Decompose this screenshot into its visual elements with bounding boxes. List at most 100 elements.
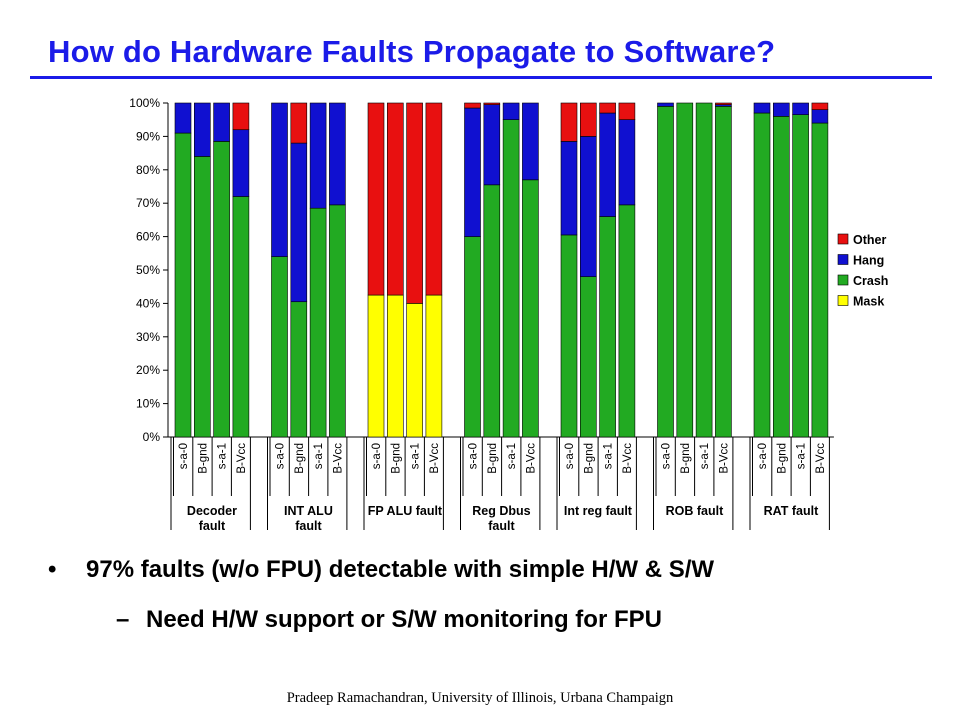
- bar-segment-crash: [502, 119, 520, 438]
- bar-segment-crash: [676, 102, 694, 438]
- bar-segment-crash: [232, 196, 250, 438]
- category-label: B-Vcc: [236, 443, 248, 474]
- legend-swatch-other: [837, 233, 849, 245]
- bar-segment-crash: [560, 234, 578, 438]
- bar-segment-other: [483, 102, 501, 105]
- bar-segment-crash: [329, 204, 346, 438]
- category-label: B-gnd: [776, 443, 788, 474]
- bullet-sub-text: Need H/W support or S/W monitoring for F…: [146, 606, 662, 633]
- bar-segment-other: [232, 102, 250, 131]
- category-label: s-a-1: [313, 443, 325, 469]
- bar-segment-hang: [174, 102, 192, 134]
- category-label: B-gnd: [583, 443, 595, 474]
- bar-segment-hang: [811, 109, 829, 124]
- bar-segment-crash: [483, 184, 501, 438]
- legend-label-other: Other: [853, 233, 886, 247]
- y-tick-label: 20%: [136, 363, 160, 377]
- bar-segment-crash: [695, 102, 713, 438]
- bar-segment-mask: [386, 294, 404, 438]
- category-label: B-Vcc: [525, 443, 537, 474]
- bar-segment-other: [579, 102, 597, 137]
- y-tick-label: 0%: [143, 430, 161, 444]
- bar-segment-hang: [579, 136, 597, 277]
- bar-segment-hang: [502, 102, 520, 121]
- bar-segment-hang: [194, 102, 211, 157]
- bullet-dash: –: [116, 606, 130, 633]
- bar-segment-crash: [522, 179, 539, 438]
- group-label: Reg Dbus: [472, 504, 530, 518]
- category-label: B-Vcc: [622, 443, 634, 474]
- bar-segment-hang: [753, 102, 771, 114]
- bar-segment-mask: [425, 294, 443, 438]
- bullet-main: • 97% faults (w/o FPU) detectable with si…: [48, 556, 714, 584]
- slide-title: How do Hardware Faults Propagate to Soft…: [48, 34, 776, 69]
- bar-segment-crash: [753, 112, 771, 438]
- group-label: ROB fault: [666, 504, 724, 518]
- bar-segment-crash: [271, 256, 288, 438]
- slide-footer: Pradeep Ramachandran, University of Illi…: [286, 690, 674, 706]
- category-label: B-Vcc: [332, 443, 344, 474]
- legend-swatch-crash: [837, 274, 849, 286]
- bar-segment-hang: [772, 102, 790, 117]
- category-label: B-gnd: [294, 443, 306, 474]
- category-label: s-a-0: [661, 443, 673, 469]
- category-label: B-Vcc: [815, 443, 827, 474]
- bar-segment-hang: [657, 102, 674, 107]
- legend-label-mask: Mask: [853, 295, 884, 309]
- bar-segment-hang: [560, 141, 578, 236]
- category-label: s-a-0: [275, 443, 287, 469]
- bar-segment-mask: [406, 303, 423, 438]
- bar-segment-hang: [309, 102, 327, 209]
- group-label: fault: [199, 519, 226, 533]
- legend-swatch-mask: [837, 295, 849, 306]
- y-tick-label: 40%: [136, 296, 160, 310]
- fault-outcome-chart: 0% 10% 20% 30% 40% 50% 60% 70% 80% 90% 100% s-a-0 B-…: [129, 96, 888, 533]
- bar-segment-hang: [213, 102, 230, 142]
- group-label: fault: [488, 519, 515, 533]
- group-label: FP ALU fault: [368, 504, 443, 518]
- category-label: s-a-0: [468, 443, 480, 469]
- group-label: RAT fault: [764, 504, 819, 518]
- bar-segment-hang: [618, 119, 636, 206]
- category-label: s-a-1: [699, 443, 711, 469]
- y-tick-label: 90%: [136, 129, 160, 143]
- group-label: Int reg fault: [564, 504, 633, 518]
- bar-segment-crash: [792, 114, 809, 438]
- bar-segment-crash: [618, 204, 636, 438]
- category-label: s-a-0: [757, 443, 769, 469]
- category-label: B-gnd: [680, 443, 692, 474]
- bar-segment-other: [367, 102, 385, 296]
- bar-segment-crash: [657, 106, 674, 438]
- bar-segment-other: [425, 102, 443, 296]
- bar-segment-crash: [290, 301, 308, 438]
- y-tick-label: 50%: [136, 263, 160, 277]
- bar-segment-hang: [464, 107, 481, 237]
- category-label: s-a-1: [603, 443, 615, 469]
- category-label: B-Vcc: [429, 443, 441, 474]
- bar-segment-other: [386, 102, 404, 296]
- bar-segment-crash: [464, 236, 481, 438]
- bar-segment-other: [715, 102, 732, 105]
- y-tick-label: 30%: [136, 330, 160, 344]
- bar-segment-hang: [290, 142, 308, 303]
- bar-segment-crash: [811, 122, 829, 438]
- bar-segment-crash: [715, 106, 732, 438]
- category-label: B-Vcc: [718, 443, 730, 474]
- bar-segment-other: [406, 102, 423, 304]
- y-tick-label: 100%: [129, 96, 160, 110]
- category-label: s-a-0: [178, 443, 190, 469]
- y-tick-label: 10%: [136, 397, 160, 411]
- category-label: s-a-0: [564, 443, 576, 469]
- bar-segment-crash: [772, 116, 790, 438]
- legend-swatch-hang: [837, 254, 849, 265]
- bar-segment-other: [811, 102, 829, 110]
- legend-label-hang: Hang: [853, 254, 884, 268]
- category-label: s-a-1: [217, 443, 229, 469]
- category-label: s-a-1: [506, 443, 518, 469]
- bar-segment-crash: [599, 216, 616, 438]
- bar-segment-hang: [483, 104, 501, 186]
- category-label: s-a-0: [371, 443, 383, 469]
- y-tick-label: 70%: [136, 196, 160, 210]
- bar-segment-crash: [213, 141, 230, 438]
- group-label: fault: [295, 519, 322, 533]
